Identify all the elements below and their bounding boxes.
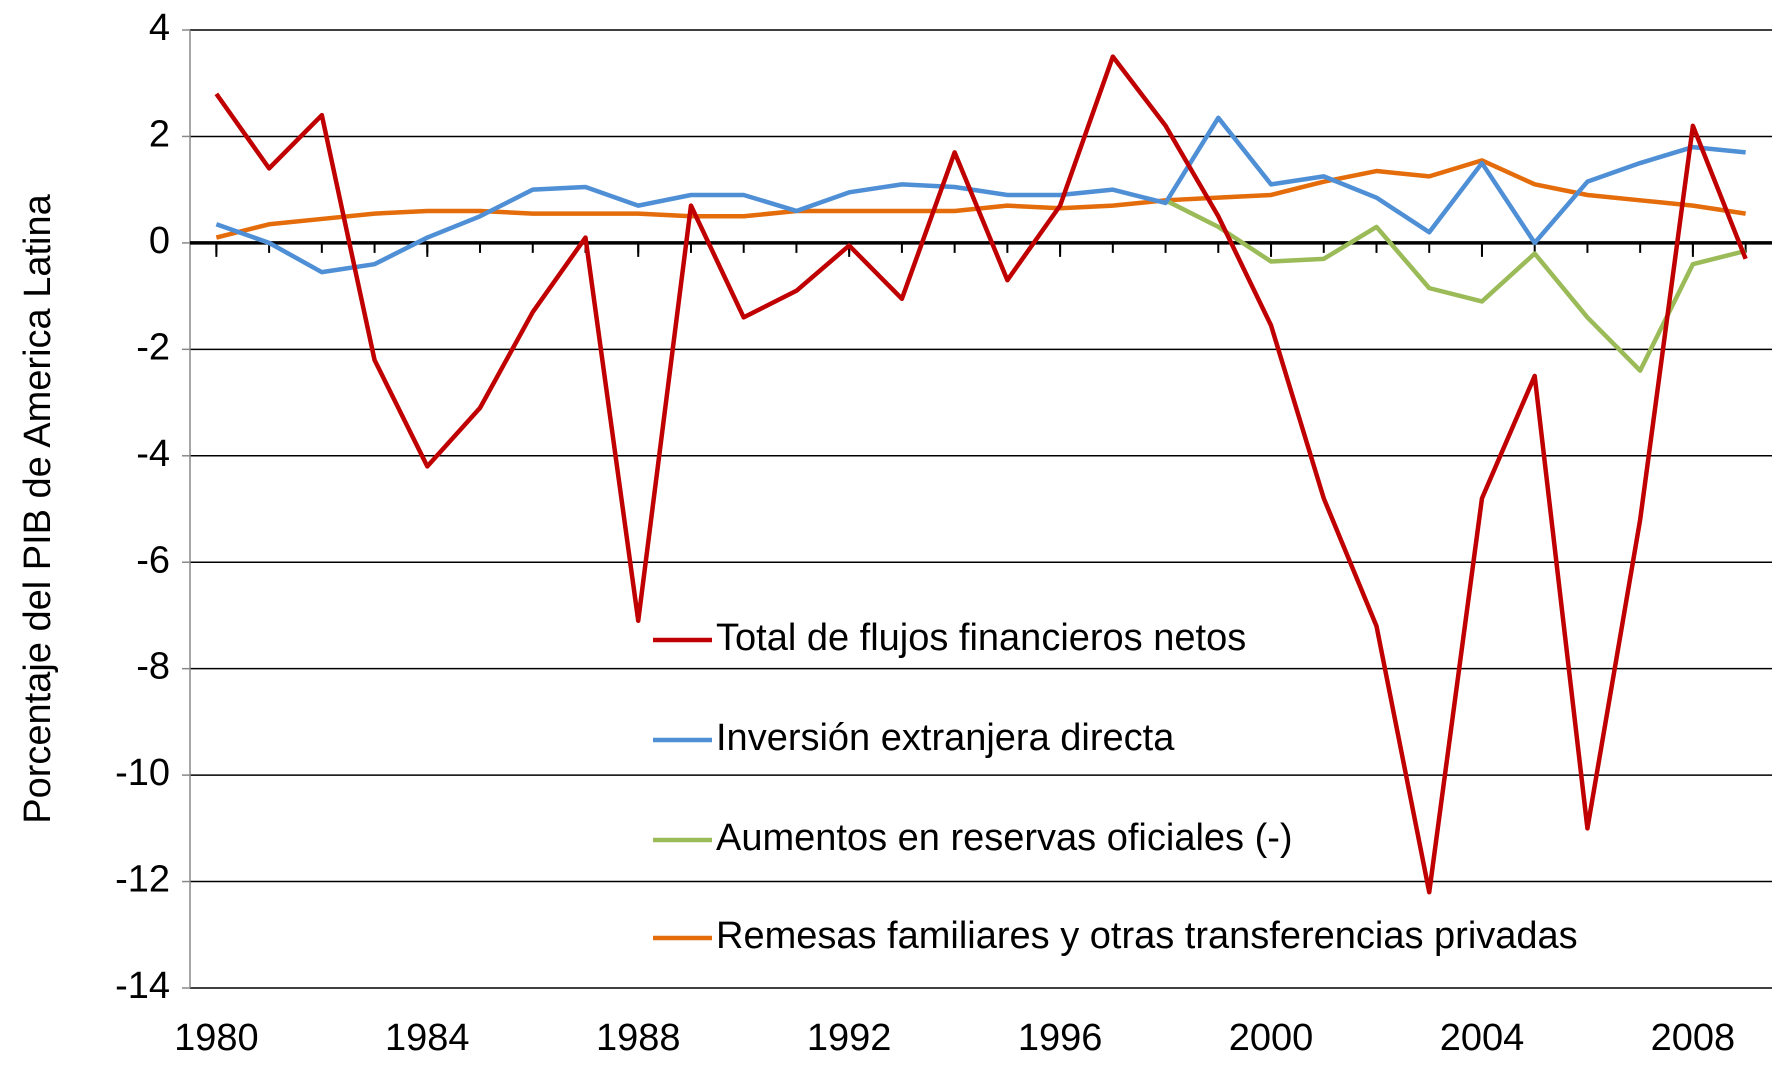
series-line	[214, 54, 1748, 895]
y-tick-label: -12	[115, 859, 170, 901]
x-tick-label: 2004	[1440, 1017, 1525, 1059]
x-tick-label: 2000	[1229, 1017, 1314, 1059]
y-tick-label: 4	[149, 7, 170, 49]
y-tick-label: -2	[136, 326, 170, 368]
x-tick-label: 1988	[596, 1017, 681, 1059]
y-tick-label: 2	[149, 113, 170, 155]
series-line	[215, 115, 1746, 275]
y-tick-label: 0	[149, 220, 170, 262]
x-tick-label: 1996	[1018, 1017, 1103, 1059]
series-line	[1164, 198, 1747, 373]
x-tick-label: 2008	[1651, 1017, 1736, 1059]
legend-label: Total de flujos financieros netos	[716, 617, 1246, 659]
legend-label: Aumentos en reservas oficiales (-)	[716, 817, 1293, 859]
x-tick-label: 1992	[807, 1017, 892, 1059]
x-tick-label: 1984	[385, 1017, 470, 1059]
y-tick-label: -4	[136, 433, 170, 475]
legend-label: Inversión extranjera directa	[716, 717, 1175, 759]
y-tick-label: -6	[136, 539, 170, 581]
legend-label: Remesas familiares y otras transferencia…	[716, 915, 1578, 957]
y-tick-label: -10	[115, 752, 170, 794]
y-tick-label: -14	[115, 965, 170, 1007]
x-tick-label: 1980	[174, 1017, 259, 1059]
series-line	[215, 158, 1746, 240]
y-axis-label: Porcentaje del PIB de America Latina	[17, 193, 59, 823]
y-tick-label: -8	[136, 646, 170, 688]
